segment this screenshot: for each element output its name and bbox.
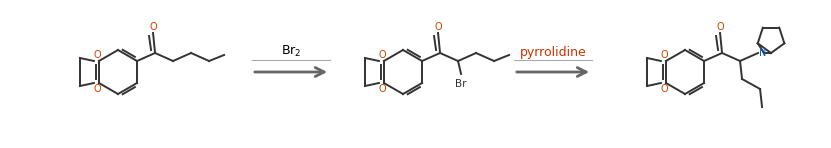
Text: O: O [660,84,668,94]
Text: Br: Br [455,79,467,89]
Text: N: N [759,48,766,58]
Text: O: O [716,22,724,32]
Text: O: O [660,50,668,60]
Text: O: O [93,50,101,60]
Text: O: O [435,22,442,32]
Text: O: O [378,84,386,94]
Text: pyrrolidine: pyrrolidine [519,46,587,59]
Text: O: O [93,84,101,94]
Text: Br$_2$: Br$_2$ [281,44,301,59]
Text: O: O [150,22,157,32]
Text: O: O [378,50,386,60]
